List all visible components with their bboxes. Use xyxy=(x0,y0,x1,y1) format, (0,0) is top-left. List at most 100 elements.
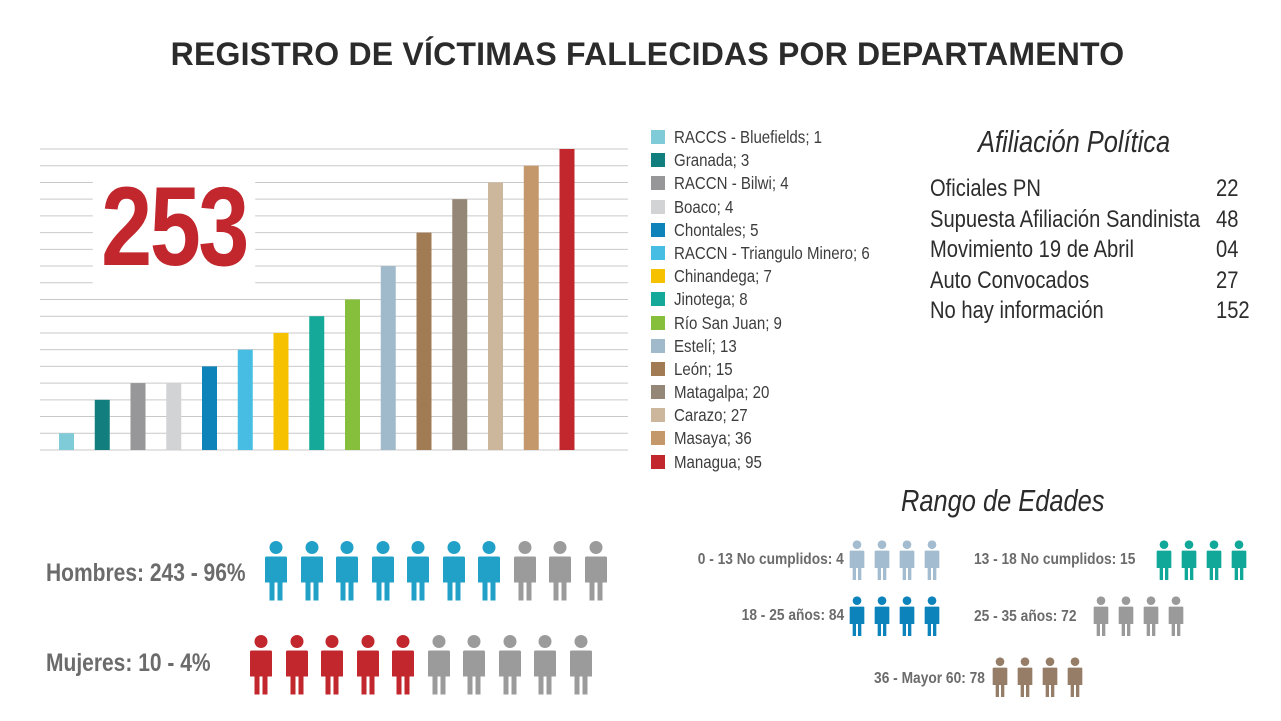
legend-item: RACCS - Bluefields; 1 xyxy=(651,126,902,149)
bar-12 xyxy=(488,182,503,450)
person-icon xyxy=(569,635,592,695)
affiliation-name: No hay información xyxy=(930,297,1104,324)
affiliation-value: 27 xyxy=(1216,266,1239,294)
person-icon xyxy=(1181,540,1197,580)
person-icon xyxy=(1143,596,1159,636)
person-icon xyxy=(498,635,521,695)
legend-label: RACCN - Triangulo Minero; 6 xyxy=(674,242,870,263)
age-group-label: 36 - Mayor 60: 78 xyxy=(874,670,985,687)
women-count-label: Mujeres: 10 - 4% xyxy=(46,649,211,677)
person-icon xyxy=(899,596,915,636)
affiliation-value: 04 xyxy=(1216,236,1239,263)
affiliation-value: 152 xyxy=(1216,297,1250,324)
legend-item: Río San Juan; 9 xyxy=(651,312,902,335)
age-group-icons xyxy=(1156,538,1247,582)
legend-label: Jinotega; 8 xyxy=(674,289,748,310)
legend-swatch xyxy=(651,338,665,353)
person-icon xyxy=(1118,596,1134,636)
affiliation-table: Oficiales PN 22 Supuesta Afiliación Sandin… xyxy=(930,174,1260,327)
age-group-label: 0 - 13 No cumplidos: 4 xyxy=(697,551,844,568)
person-icon xyxy=(1042,657,1058,697)
legend-item: RACCN - Bilwi; 4 xyxy=(651,172,902,195)
legend-swatch xyxy=(651,269,665,284)
age-group-icons xyxy=(849,594,940,638)
affiliation-name: Supuesta Afiliación Sandinista xyxy=(930,205,1201,233)
men-icon-row xyxy=(264,540,608,601)
person-icon xyxy=(1168,596,1184,636)
person-icon xyxy=(478,541,500,601)
person-icon xyxy=(924,540,940,580)
bar-6 xyxy=(273,332,289,450)
person-icon xyxy=(513,541,536,601)
person-icon xyxy=(463,635,485,695)
legend-label: Carazo; 27 xyxy=(674,405,748,426)
person-icon xyxy=(285,635,308,695)
affiliation-row: Auto Convocados 27 xyxy=(930,266,1260,297)
affiliation-name: Oficiales PN xyxy=(930,175,1041,202)
person-icon xyxy=(1206,540,1222,580)
person-icon xyxy=(874,540,890,580)
legend-item: Chontales; 5 xyxy=(651,219,902,242)
age-group-icons xyxy=(1093,594,1184,638)
age-group-icons xyxy=(992,655,1083,699)
men-count-label: Hombres: 243 - 96% xyxy=(46,559,246,587)
affiliation-value: 22 xyxy=(1216,175,1239,202)
legend-swatch xyxy=(651,408,665,423)
legend-item: RACCN - Triangulo Minero; 6 xyxy=(651,242,902,265)
person-icon xyxy=(899,540,915,580)
legend-item: Jinotega; 8 xyxy=(651,288,902,311)
bar-7 xyxy=(309,316,325,450)
legend-label: León; 15 xyxy=(674,358,733,379)
person-icon xyxy=(300,541,323,601)
person-icon xyxy=(849,596,865,636)
page-title: REGISTRO DE VÍCTIMAS FALLECIDAS POR DEPA… xyxy=(170,36,1125,72)
person-icon xyxy=(584,541,607,601)
legend-label: Río San Juan; 9 xyxy=(674,312,782,333)
age-group-label: 13 - 18 No cumplidos: 15 xyxy=(974,551,1136,568)
legend-label: Masaya; 36 xyxy=(674,428,752,449)
person-icon xyxy=(356,635,379,695)
person-icon xyxy=(265,541,287,601)
person-icon xyxy=(874,596,890,636)
legend-swatch xyxy=(651,361,665,376)
bar-13 xyxy=(523,165,539,450)
person-icon xyxy=(336,541,358,601)
bar-9 xyxy=(380,266,396,450)
legend-swatch xyxy=(651,222,665,237)
bar-1 xyxy=(94,399,110,450)
affiliation-title: Afiliación Política xyxy=(978,124,1171,159)
legend-swatch xyxy=(651,245,665,260)
bar-3 xyxy=(166,383,182,450)
person-icon xyxy=(1017,657,1033,697)
legend-item: Carazo; 27 xyxy=(651,404,902,427)
person-icon xyxy=(321,635,343,695)
person-icon xyxy=(1067,657,1083,697)
person-icon xyxy=(407,541,429,601)
legend-swatch xyxy=(651,199,665,214)
affiliation-name: Auto Convocados xyxy=(930,266,1090,294)
affiliation-value: 48 xyxy=(1216,205,1239,233)
legend-swatch xyxy=(651,385,665,400)
affiliation-row: Movimiento 19 de Abril 04 xyxy=(930,235,1260,266)
legend-swatch xyxy=(651,431,665,446)
person-icon xyxy=(442,541,465,601)
legend-item: Masaya; 36 xyxy=(651,427,902,450)
affiliation-row: Oficiales PN 22 xyxy=(930,174,1260,205)
person-icon xyxy=(371,541,394,601)
person-icon xyxy=(992,657,1008,697)
legend-label: RACCS - Bluefields; 1 xyxy=(674,127,823,147)
bar-5 xyxy=(237,349,253,450)
person-icon xyxy=(924,596,940,636)
person-icon xyxy=(534,635,556,695)
bar-8 xyxy=(345,299,360,450)
affiliation-row: Supuesta Afiliación Sandinista 48 xyxy=(930,205,1260,236)
person-icon xyxy=(849,540,865,580)
chart-bars xyxy=(59,149,575,450)
affiliation-name: Movimiento 19 de Abril xyxy=(930,236,1134,263)
person-icon xyxy=(549,541,571,601)
chart-legend: RACCS - Bluefields; 1 Granada; 3 RACCN - B… xyxy=(651,126,902,474)
age-group-label: 18 - 25 años: 84 xyxy=(741,607,844,624)
legend-swatch xyxy=(651,130,665,144)
legend-label: Estelí; 13 xyxy=(674,335,737,356)
legend-swatch xyxy=(651,153,665,168)
